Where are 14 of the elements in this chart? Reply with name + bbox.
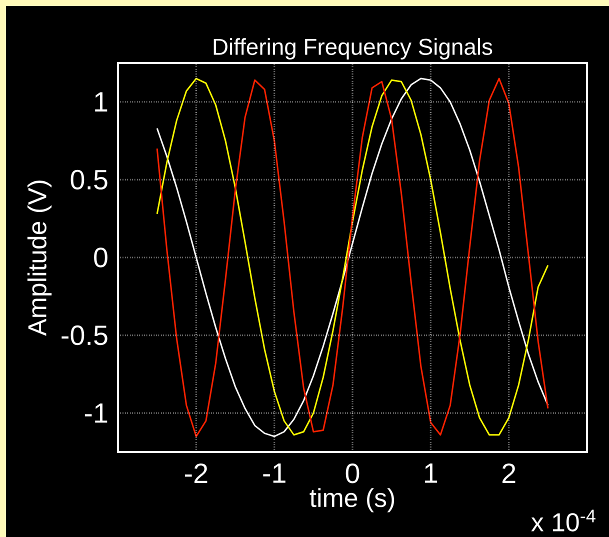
x-tick-label: -1 xyxy=(263,464,286,483)
chart-title: Differing Frequency Signals xyxy=(214,38,492,60)
y-axis-title: Amplitude (V) xyxy=(27,180,52,336)
text: x 10$^{-4}$ xyxy=(531,510,596,532)
y-tick-label: 1 xyxy=(95,92,108,112)
y-tick-label: -0.5 xyxy=(62,325,108,346)
y-tick-label: -1 xyxy=(84,403,108,423)
y-tick-label: 0.5 xyxy=(70,170,108,190)
x-tick-label: 0 xyxy=(346,464,360,484)
x-tick-label: 2 xyxy=(502,464,516,483)
x-tick-label: 1 xyxy=(425,464,438,483)
x-axis-title: time (s) xyxy=(310,488,394,512)
x-tick-label: -2 xyxy=(185,464,208,483)
y-tick-label: 0 xyxy=(94,248,108,268)
